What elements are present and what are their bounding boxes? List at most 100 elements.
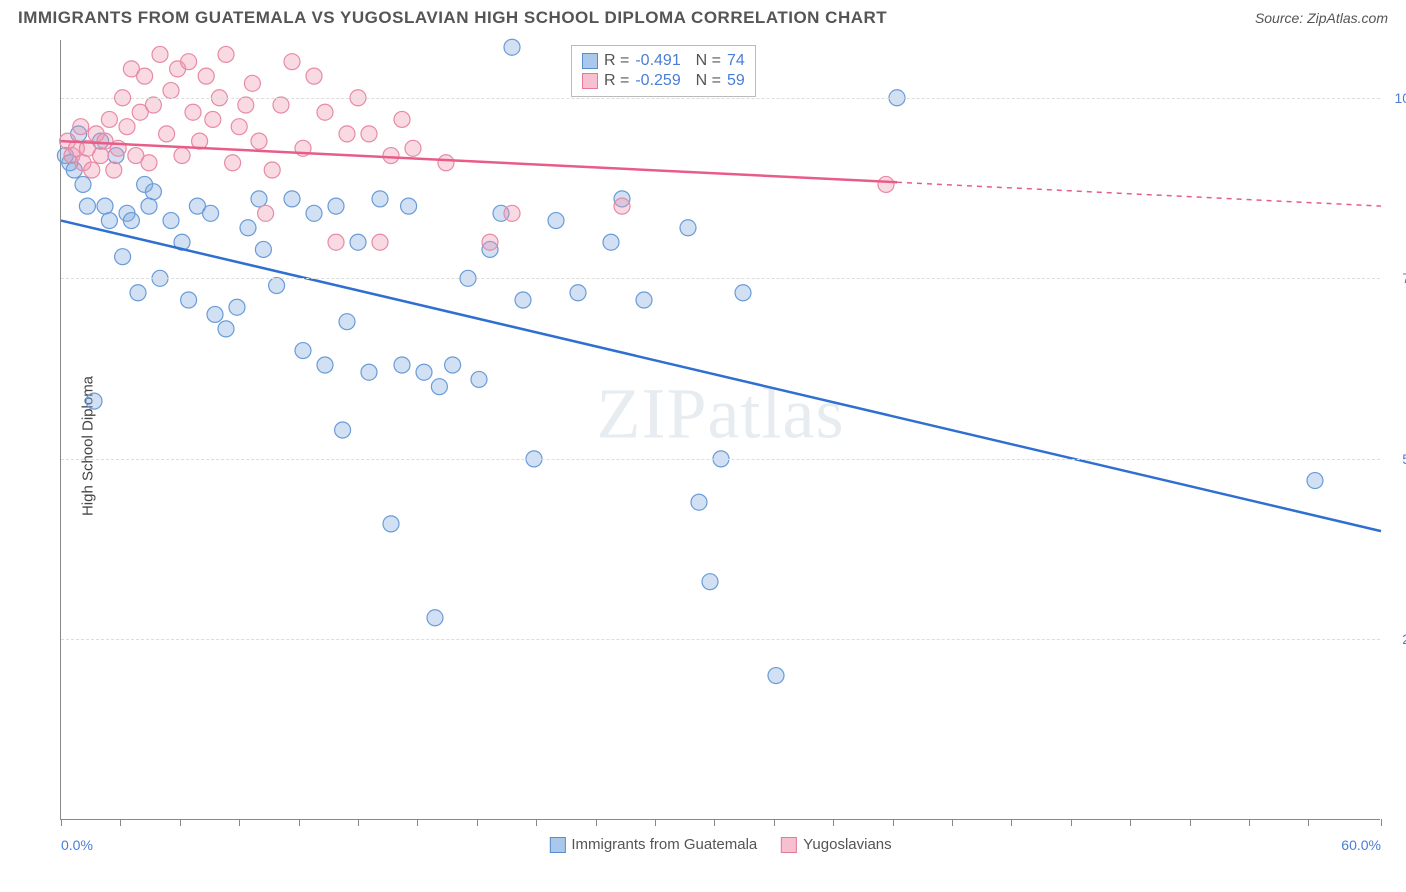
data-point	[383, 148, 399, 164]
data-point	[152, 46, 168, 62]
data-point	[258, 205, 274, 221]
data-point	[394, 111, 410, 127]
data-point	[181, 54, 197, 70]
data-point	[735, 285, 751, 301]
data-point	[438, 155, 454, 171]
gridline	[61, 278, 1380, 279]
data-point	[603, 234, 619, 250]
data-point	[614, 198, 630, 214]
data-point	[97, 198, 113, 214]
data-point	[119, 119, 135, 135]
x-tick	[714, 819, 715, 826]
data-point	[273, 97, 289, 113]
data-point	[768, 668, 784, 684]
data-point	[181, 292, 197, 308]
data-point	[383, 516, 399, 532]
data-point	[185, 104, 201, 120]
data-point	[339, 126, 355, 142]
data-point	[229, 299, 245, 315]
data-point	[504, 39, 520, 55]
data-point	[264, 162, 280, 178]
data-point	[198, 68, 214, 84]
x-tick	[536, 819, 537, 826]
data-point	[317, 357, 333, 373]
y-tick-label: 25.0%	[1387, 631, 1406, 647]
x-tick	[1190, 819, 1191, 826]
data-point	[482, 234, 498, 250]
x-tick	[833, 819, 834, 826]
r-value: -0.491	[635, 52, 680, 70]
legend-text: N =	[687, 72, 721, 90]
data-point	[416, 364, 432, 380]
legend-swatch	[781, 837, 797, 853]
source-label: Source: ZipAtlas.com	[1255, 10, 1388, 26]
x-tick	[299, 819, 300, 826]
x-tick	[180, 819, 181, 826]
data-point	[339, 314, 355, 330]
data-point	[548, 213, 564, 229]
data-point	[284, 191, 300, 207]
data-point	[427, 610, 443, 626]
data-point	[163, 83, 179, 99]
data-point	[636, 292, 652, 308]
x-tick-label: 60.0%	[1341, 837, 1381, 853]
x-tick-label: 0.0%	[61, 837, 93, 853]
data-point	[251, 133, 267, 149]
data-point	[73, 119, 89, 135]
data-point	[137, 68, 153, 84]
legend-label: Yugoslavians	[803, 836, 891, 853]
data-point	[361, 364, 377, 380]
data-point	[317, 104, 333, 120]
x-tick	[358, 819, 359, 826]
r-value: -0.259	[635, 72, 680, 90]
data-point	[372, 234, 388, 250]
legend-row: R = -0.491 N = 74	[582, 52, 745, 70]
x-tick	[61, 819, 62, 826]
y-tick-label: 75.0%	[1387, 270, 1406, 286]
data-point	[207, 306, 223, 322]
x-tick	[1071, 819, 1072, 826]
data-point	[101, 111, 117, 127]
data-point	[115, 249, 131, 265]
data-point	[231, 119, 247, 135]
data-point	[203, 205, 219, 221]
data-point	[244, 75, 260, 91]
data-point	[240, 220, 256, 236]
data-point	[306, 205, 322, 221]
data-point	[328, 234, 344, 250]
data-point	[159, 126, 175, 142]
gridline	[61, 98, 1380, 99]
data-point	[238, 97, 254, 113]
data-point	[361, 126, 377, 142]
legend-text: N =	[687, 52, 721, 70]
data-point	[401, 198, 417, 214]
trend-line-dashed	[897, 182, 1381, 206]
series-legend: Immigrants from Guatemala Yugoslavians	[549, 836, 891, 853]
x-tick	[1308, 819, 1309, 826]
x-tick	[596, 819, 597, 826]
data-point	[255, 241, 271, 257]
x-tick	[655, 819, 656, 826]
data-point	[405, 140, 421, 156]
x-tick	[952, 819, 953, 826]
data-point	[79, 198, 95, 214]
legend-row: R = -0.259 N = 59	[582, 72, 745, 90]
legend-item: Immigrants from Guatemala	[549, 836, 757, 853]
x-tick	[1011, 819, 1012, 826]
x-tick	[1381, 819, 1382, 826]
data-point	[335, 422, 351, 438]
legend-swatch	[582, 73, 598, 89]
data-point	[269, 278, 285, 294]
legend-label: Immigrants from Guatemala	[571, 836, 757, 853]
data-point	[93, 148, 109, 164]
data-point	[284, 54, 300, 70]
data-point	[225, 155, 241, 171]
data-point	[141, 155, 157, 171]
data-point	[431, 379, 447, 395]
data-point	[251, 191, 267, 207]
data-point	[702, 574, 718, 590]
data-point	[75, 176, 91, 192]
data-point	[350, 234, 366, 250]
data-point	[306, 68, 322, 84]
legend-item: Yugoslavians	[781, 836, 891, 853]
